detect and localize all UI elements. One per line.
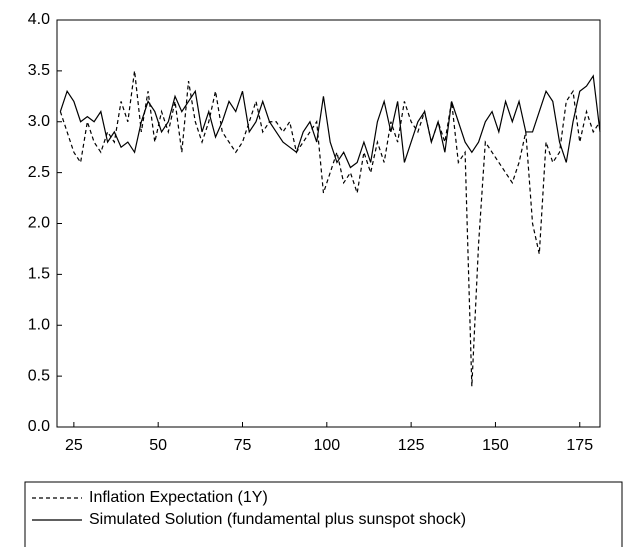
y-tick-label: 4.0	[28, 11, 50, 28]
y-tick-label: 3.0	[28, 113, 50, 130]
series-line	[59, 74, 601, 169]
y-tick-label: 3.5	[28, 62, 50, 79]
y-tick-label: 2.5	[28, 164, 50, 181]
y-tick-label: 0.0	[28, 418, 50, 435]
y-tick-label: 2.0	[28, 215, 50, 232]
x-tick-label: 50	[149, 437, 167, 454]
x-tick-label: 125	[398, 437, 425, 454]
x-tick-label: 25	[65, 437, 83, 454]
legend-label: Inflation Expectation (1Y)	[89, 489, 268, 506]
y-tick-label: 1.5	[28, 266, 50, 283]
legend-label: Simulated Solution (fundamental plus sun…	[89, 511, 466, 528]
y-tick-label: 0.5	[28, 367, 50, 384]
x-tick-label: 150	[482, 437, 509, 454]
y-tick-label: 1.0	[28, 316, 50, 333]
x-tick-label: 100	[313, 437, 340, 454]
x-tick-label: 175	[566, 437, 593, 454]
series-line	[59, 70, 601, 387]
x-tick-label: 75	[234, 437, 252, 454]
plot-frame	[56, 19, 601, 428]
legend-frame	[24, 481, 623, 547]
